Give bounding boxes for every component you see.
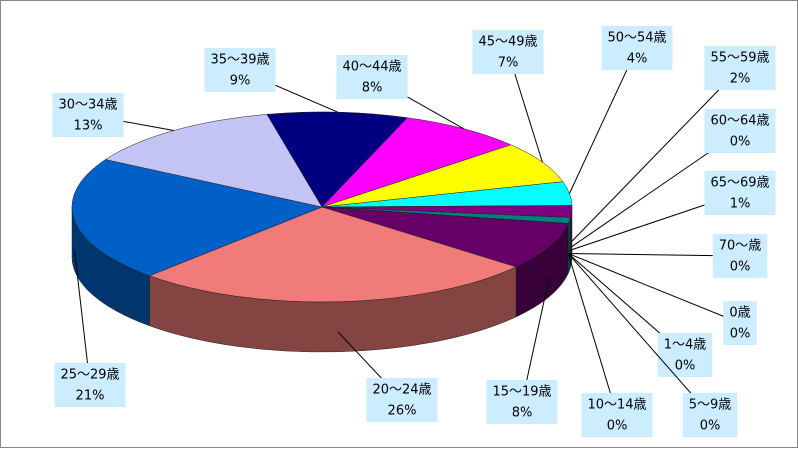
leader-line: [74, 250, 91, 386]
label-value: 8%: [362, 81, 383, 96]
label-value: 9%: [230, 74, 251, 89]
data-label: 65～69歳 1%: [704, 171, 776, 215]
label-category: 65～69歳: [710, 176, 769, 191]
slice-side: [567, 217, 571, 274]
data-label: 30～34歳 13%: [52, 93, 124, 137]
data-label: 10～14歳 0%: [581, 393, 653, 437]
label-category: 40～44歳: [342, 60, 401, 75]
label-box: [601, 26, 673, 70]
label-box: [682, 393, 738, 437]
leader-line: [568, 253, 741, 324]
label-value: 7%: [498, 56, 519, 71]
label-category: 70～歳: [719, 239, 762, 254]
label-value: 0%: [730, 260, 751, 275]
label-value: 1%: [730, 197, 751, 212]
slice: [148, 206, 517, 303]
data-label: 25～29歳 21%: [54, 363, 126, 407]
data-label: 35～39歳 9%: [204, 48, 276, 92]
label-value: 0%: [675, 359, 696, 374]
slice: [321, 206, 569, 268]
leader-line: [569, 47, 638, 194]
label-value: 21%: [76, 389, 105, 404]
label-category: 25～29歳: [60, 368, 119, 383]
data-label: 50～54歳 4%: [601, 26, 673, 70]
slice: [71, 159, 323, 277]
label-value: 0%: [730, 327, 751, 342]
label-box: [366, 378, 438, 422]
label-value: 0%: [607, 419, 628, 434]
label-value: 8%: [512, 406, 533, 421]
label-value: 2%: [730, 72, 751, 87]
label-value: 4%: [627, 52, 648, 67]
data-label: 55～59歳 2%: [704, 46, 776, 90]
label-box: [723, 301, 757, 345]
label-category: 15～19歳: [492, 385, 551, 400]
label-box: [472, 30, 544, 74]
data-label: 1～4歳 0%: [657, 333, 713, 377]
pie-tops: [71, 111, 573, 303]
label-category: 60～64歳: [710, 114, 769, 129]
label-box: [54, 363, 126, 407]
label-box: [657, 333, 713, 377]
data-label: 0歳0%: [723, 301, 757, 345]
data-label: 5～9歳 0%: [682, 393, 738, 437]
data-label: 45～49歳 7%: [472, 30, 544, 74]
label-box: [704, 109, 776, 153]
label-box: [204, 48, 276, 92]
data-label: 15～19歳 8%: [486, 380, 558, 424]
label-category: 5～9歳: [689, 398, 732, 413]
label-category: 0歳: [729, 306, 750, 321]
label-value: 0%: [700, 419, 721, 434]
label-category: 10～14歳: [587, 398, 646, 413]
label-box: [704, 171, 776, 215]
label-value: 26%: [388, 404, 417, 419]
label-category: 50～54歳: [607, 31, 666, 46]
label-box: [704, 46, 776, 90]
label-box: [581, 393, 653, 437]
data-label: 20～24歳 26%: [366, 378, 438, 422]
label-value: 0%: [730, 135, 751, 150]
label-category: 35～39歳: [210, 53, 269, 68]
label-box: [336, 55, 408, 99]
label-box: [486, 380, 558, 424]
leader-line: [567, 253, 618, 416]
leader-line: [571, 67, 741, 242]
leader-line: [568, 252, 741, 257]
label-box: [712, 234, 768, 278]
label-value: 13%: [74, 119, 103, 134]
label-category: 1～4歳: [664, 338, 707, 353]
label-category: 20～24歳: [372, 383, 431, 398]
pie-labels: 0歳0%1～4歳0%5～9歳0%10～14歳0%15～19歳8%20～24歳26…: [52, 26, 776, 437]
data-label: 60～64歳 0%: [704, 109, 776, 153]
data-label: 70～歳 0%: [712, 234, 768, 278]
leader-line: [567, 253, 711, 416]
label-category: 45～49歳: [478, 35, 537, 50]
label-box: [52, 93, 124, 137]
label-category: 55～59歳: [710, 51, 769, 66]
data-label: 40～44歳 8%: [336, 55, 408, 99]
slice: [266, 111, 409, 208]
label-category: 30～34歳: [58, 98, 117, 113]
